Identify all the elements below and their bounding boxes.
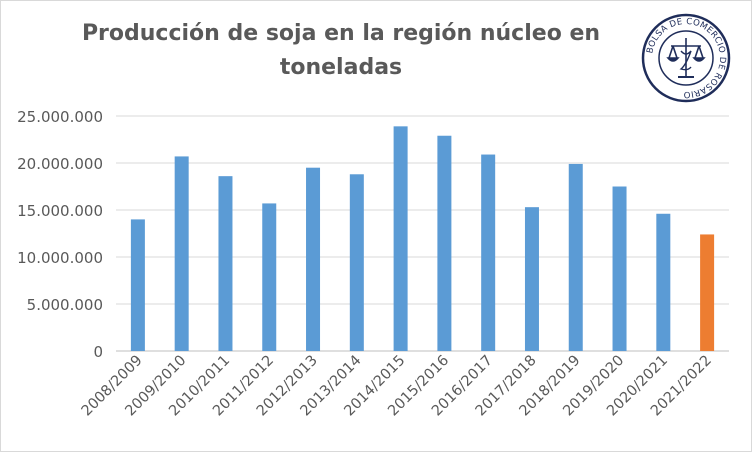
- y-tick-label: 10.000.000: [17, 249, 103, 267]
- bar-2010-2011: [218, 176, 233, 351]
- bar-2011-2012: [262, 203, 277, 351]
- bolsa-comercio-rosario-logo: BOLSA DE COMERCIO DE ROSARIO: [641, 13, 731, 103]
- x-tick-labels: 2008/20092009/20102010/20112011/20122012…: [79, 353, 715, 420]
- scales-of-justice-icon: [666, 38, 706, 78]
- bar-2013-2014: [349, 174, 364, 351]
- bar-2019-2020: [612, 186, 627, 351]
- y-tick-label: 0: [93, 343, 103, 361]
- y-tick-labels: 0 5.000.000 10.000.000 15.000.000 20.000.000…: [17, 108, 103, 361]
- bar-2021-2022: [700, 234, 715, 351]
- bar-2018-2019: [568, 163, 583, 351]
- bars: [130, 126, 715, 351]
- chart-title: Producción de soja en la región núcleo e…: [81, 21, 601, 80]
- bar-2008-2009: [130, 219, 145, 351]
- bar-2012-2013: [306, 167, 321, 351]
- gridlines: [116, 115, 729, 352]
- bar-2009-2010: [174, 156, 189, 351]
- y-tick-label: 25.000.000: [17, 108, 103, 126]
- bar-2017-2018: [524, 207, 539, 351]
- bar-2015-2016: [437, 135, 452, 351]
- bar-2014-2015: [393, 126, 408, 351]
- y-tick-label: 20.000.000: [17, 155, 103, 173]
- bar-2020-2021: [656, 213, 671, 351]
- y-tick-label: 15.000.000: [17, 202, 103, 220]
- y-tick-label: 5.000.000: [27, 296, 103, 314]
- bar-2016-2017: [481, 154, 496, 351]
